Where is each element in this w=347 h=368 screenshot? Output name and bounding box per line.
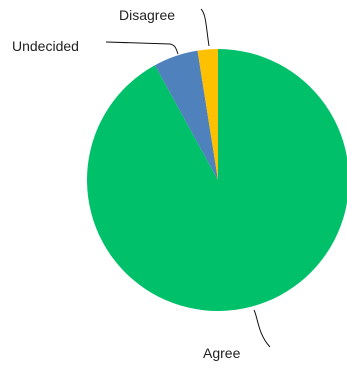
data-labels: Agree Undecided Disagree (12, 7, 241, 361)
data-label-disagree: Disagree (119, 7, 175, 23)
leader-line-undecided (105, 41, 179, 55)
pie-slice-undecided (154, 50, 218, 181)
pie-slice-disagree (197, 49, 218, 180)
data-label-agree: Agree (203, 345, 241, 361)
leader-line-disagree (200, 8, 210, 47)
leader-lines (105, 8, 271, 348)
data-label-undecided: Undecided (12, 38, 79, 54)
pie-slice-agree (87, 49, 347, 311)
leader-line-agree (253, 309, 271, 348)
pie-slices (87, 49, 347, 311)
